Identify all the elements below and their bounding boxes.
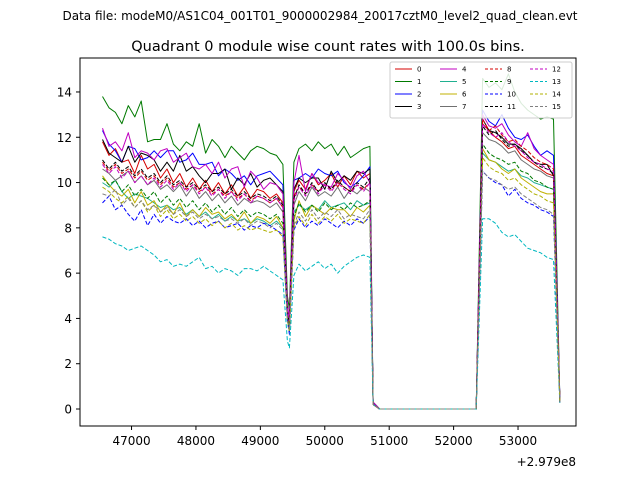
y-tick-label: 0 (64, 403, 72, 417)
y-tick-label: 12 (57, 131, 72, 145)
x-tick-label: 48000 (177, 434, 215, 448)
legend-label-11: 11 (507, 103, 516, 111)
x-tick-label: 51000 (370, 434, 408, 448)
x-axis: 47000 48000 49000 50000 51000 52000 53000 (112, 426, 537, 448)
x-tick-label: 47000 (112, 434, 150, 448)
x-tick-label: 52000 (435, 434, 473, 448)
series-13-line (102, 218, 561, 410)
y-tick-label: 6 (64, 267, 72, 281)
legend-label-10: 10 (507, 91, 516, 99)
series-14-line (102, 157, 561, 410)
legend-label-9: 9 (507, 78, 511, 86)
legend-label-15: 15 (552, 103, 561, 111)
y-tick-label: 2 (64, 357, 72, 371)
legend-label-2: 2 (417, 91, 421, 99)
y-tick-label: 10 (57, 176, 72, 190)
legend-label-4: 4 (462, 66, 467, 74)
legend-label-1: 1 (417, 78, 421, 86)
legend-label-14: 14 (552, 91, 561, 99)
legend-label-8: 8 (507, 66, 511, 74)
legend-box (389, 61, 573, 119)
legend-label-13: 13 (552, 78, 561, 86)
legend-label-12: 12 (552, 66, 561, 74)
chart-title: Quadrant 0 module wise count rates with … (131, 39, 525, 55)
y-tick-label: 8 (64, 221, 72, 235)
x-tick-label: 53000 (499, 434, 537, 448)
legend-label-6: 6 (462, 91, 467, 99)
legend-label-0: 0 (417, 66, 421, 74)
series-12-line (102, 123, 561, 410)
legend-label-5: 5 (462, 78, 466, 86)
axes-frame (79, 57, 577, 427)
plot-area (102, 73, 561, 410)
series-15-line (102, 170, 561, 410)
legend-label-3: 3 (417, 103, 421, 111)
y-tick-label: 4 (64, 312, 72, 326)
series-1-line (102, 73, 561, 410)
legend-label-7: 7 (462, 103, 466, 111)
suptitle: Data file: modeM0/AS1C04_001T01_90000029… (62, 9, 577, 23)
x-tick-label: 50000 (306, 434, 344, 448)
x-tick-label: 49000 (241, 434, 279, 448)
y-axis: 0 2 4 6 8 10 12 14 (57, 85, 80, 417)
y-tick-label: 14 (57, 85, 72, 99)
x-offset-label: +2.979e8 (517, 455, 576, 469)
